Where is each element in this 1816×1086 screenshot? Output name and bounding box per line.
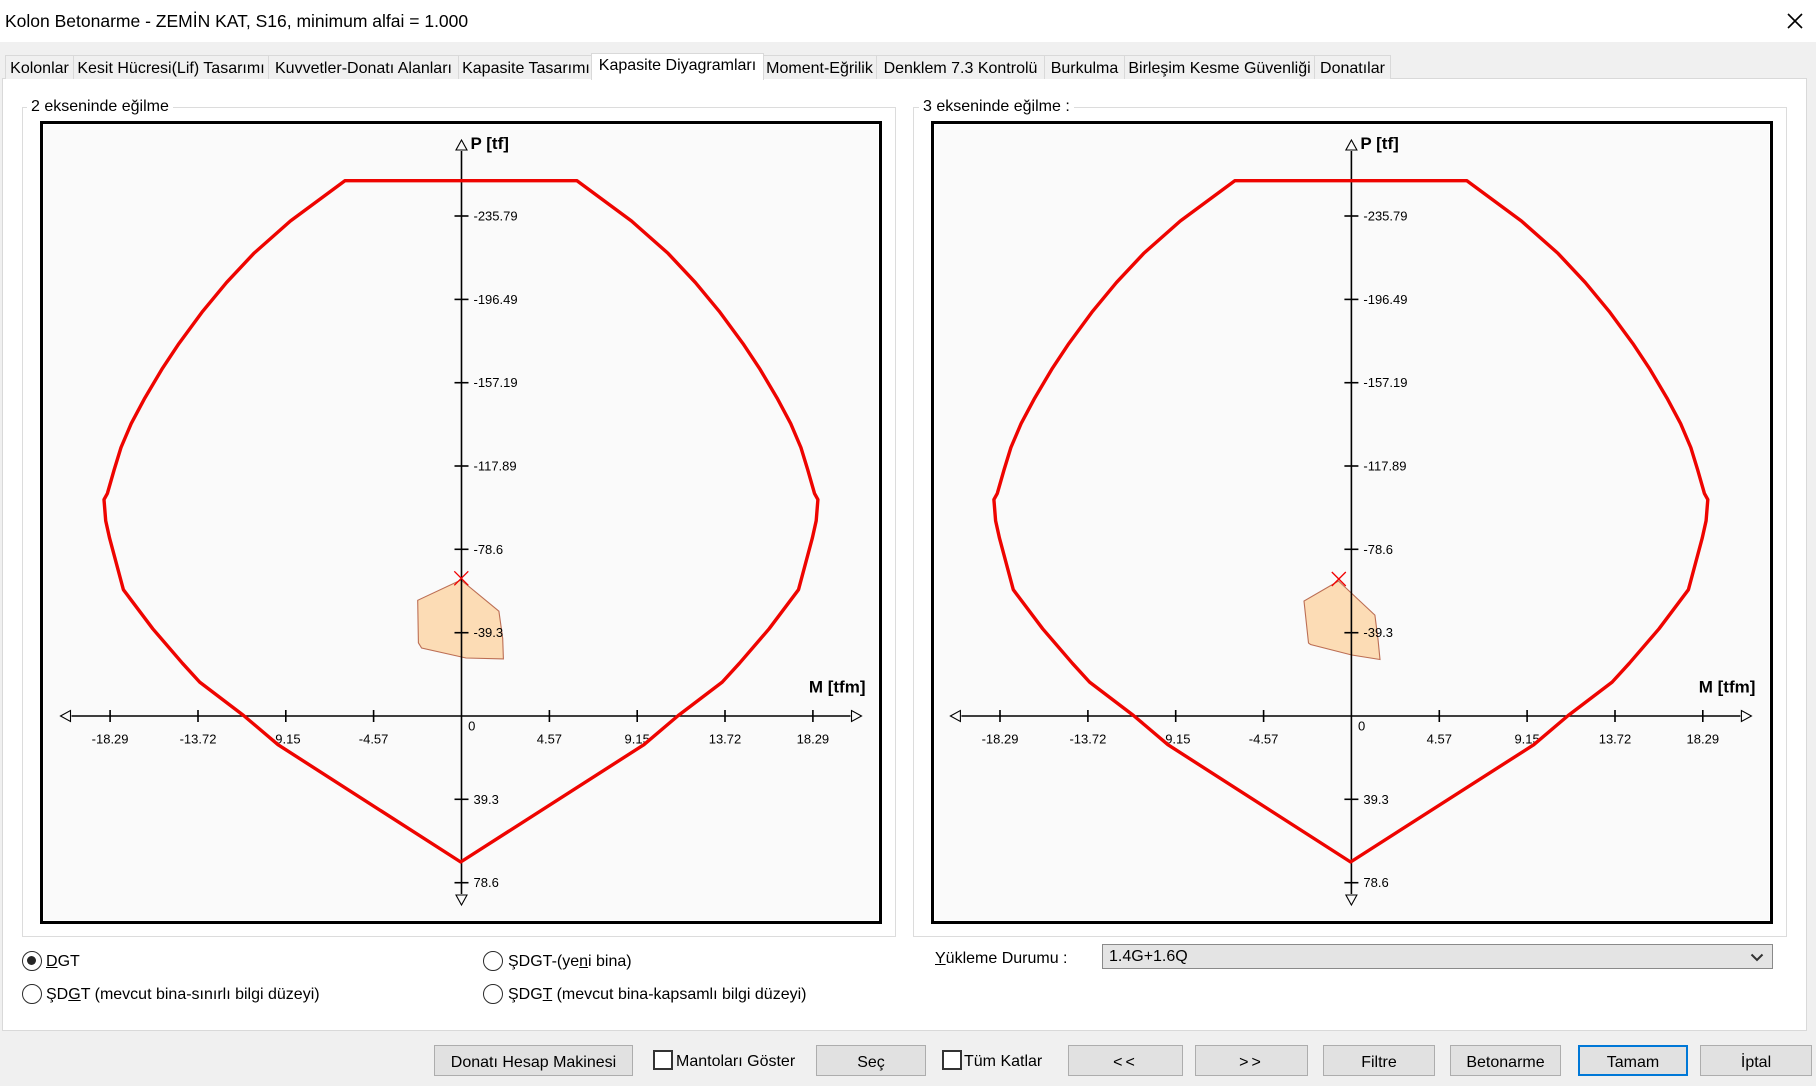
svg-text:M [tfm]: M [tfm] [1699, 678, 1756, 697]
svg-text:-196.49: -196.49 [1363, 292, 1407, 307]
svg-text:-117.89: -117.89 [474, 459, 517, 474]
svg-text:-78.6: -78.6 [1363, 542, 1393, 557]
svg-text:9.15: 9.15 [625, 732, 650, 747]
svg-text:-13.72: -13.72 [180, 732, 217, 747]
svg-text:-9.15: -9.15 [1161, 732, 1191, 747]
svg-text:0: 0 [468, 719, 475, 734]
svg-text:-9.15: -9.15 [271, 732, 301, 747]
svg-text:0: 0 [1358, 719, 1365, 734]
svg-text:18.29: 18.29 [797, 732, 830, 747]
svg-text:13.72: 13.72 [709, 732, 742, 747]
svg-text:-39.3: -39.3 [474, 625, 504, 640]
svg-text:9.15: 9.15 [1514, 732, 1539, 747]
svg-text:-235.79: -235.79 [474, 209, 518, 224]
svg-text:13.72: 13.72 [1599, 732, 1632, 747]
svg-text:P [tf]: P [tf] [1360, 134, 1398, 153]
svg-text:4.57: 4.57 [537, 732, 562, 747]
svg-text:-39.3: -39.3 [1363, 625, 1393, 640]
svg-text:4.57: 4.57 [1427, 732, 1452, 747]
svg-text:18.29: 18.29 [1687, 732, 1720, 747]
svg-text:78.6: 78.6 [474, 875, 499, 890]
svg-text:-78.6: -78.6 [474, 542, 504, 557]
svg-text:-18.29: -18.29 [92, 732, 129, 747]
svg-text:-13.72: -13.72 [1069, 732, 1106, 747]
svg-text:M [tfm]: M [tfm] [809, 678, 866, 697]
svg-text:-157.19: -157.19 [474, 375, 518, 390]
svg-text:-157.19: -157.19 [1363, 375, 1407, 390]
svg-text:39.3: 39.3 [474, 792, 499, 807]
svg-text:-4.57: -4.57 [359, 732, 389, 747]
svg-text:P [tf]: P [tf] [471, 134, 509, 153]
svg-text:-117.89: -117.89 [1363, 459, 1406, 474]
svg-text:-196.49: -196.49 [474, 292, 518, 307]
svg-text:39.3: 39.3 [1363, 792, 1388, 807]
svg-text:-18.29: -18.29 [982, 732, 1019, 747]
svg-text:-4.57: -4.57 [1249, 732, 1279, 747]
svg-text:78.6: 78.6 [1363, 875, 1388, 890]
svg-text:-235.79: -235.79 [1363, 209, 1407, 224]
